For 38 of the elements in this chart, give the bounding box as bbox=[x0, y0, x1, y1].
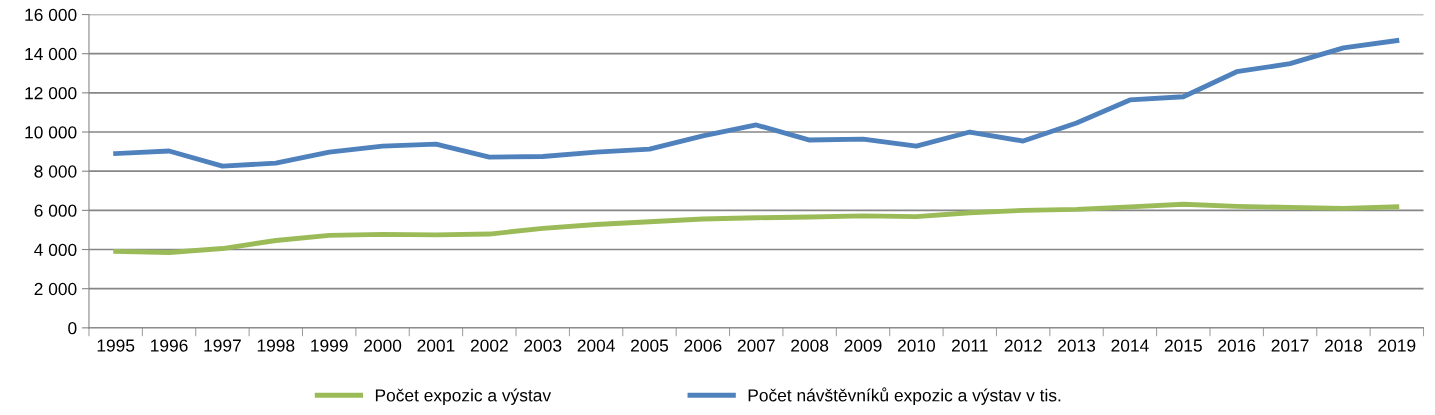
x-tick-label: 2015 bbox=[1164, 339, 1202, 352]
x-tick-label: 2014 bbox=[1111, 339, 1149, 352]
x-tick-label: 2017 bbox=[1271, 339, 1309, 352]
x-tick-label: 1997 bbox=[204, 339, 241, 352]
y-tick-label: 12 000 bbox=[25, 87, 77, 100]
x-tick-label: 2007 bbox=[737, 339, 775, 352]
line-series bbox=[113, 38, 1400, 169]
x-tick-label: 2019 bbox=[1378, 339, 1416, 352]
x-tick-label: 2002 bbox=[470, 339, 508, 352]
x-tick-label: 1999 bbox=[311, 339, 348, 352]
x-tick-label: 2001 bbox=[417, 339, 455, 352]
line-series bbox=[113, 201, 1400, 255]
y-tick-label: 0 bbox=[68, 322, 77, 335]
x-tick-label: 1995 bbox=[97, 339, 135, 352]
x-tick-label: 2004 bbox=[577, 339, 615, 352]
x-tick-label: 2006 bbox=[684, 339, 722, 352]
y-tick-label: 2 000 bbox=[34, 282, 77, 296]
y-tick-label: 14 000 bbox=[25, 47, 77, 61]
x-tick-label: 2011 bbox=[951, 339, 988, 352]
legend-label: Počet návštěvníků expozic a výstav v tis. bbox=[748, 387, 1061, 405]
x-tick-label: 2008 bbox=[791, 339, 829, 352]
x-tick-label: 2012 bbox=[1004, 339, 1042, 352]
x-tick-label: 2003 bbox=[524, 339, 562, 352]
y-tick-label: 4 000 bbox=[34, 243, 77, 256]
x-tick-label: 2018 bbox=[1325, 339, 1362, 352]
x-tick-label: 2013 bbox=[1058, 339, 1096, 352]
x-tick-label: 2010 bbox=[897, 339, 936, 352]
x-tick-label: 2005 bbox=[631, 339, 669, 352]
y-tick-label: 10 000 bbox=[25, 126, 77, 139]
x-tick-label: 2009 bbox=[844, 339, 882, 352]
x-tick-label: 1998 bbox=[257, 339, 295, 352]
x-tick-label: 2016 bbox=[1218, 339, 1256, 352]
y-tick-label: 16 000 bbox=[25, 8, 77, 21]
x-tick-label: 1996 bbox=[151, 339, 188, 352]
legend-label: Počet expozic a výstav bbox=[375, 388, 552, 405]
y-tick-label: 8 000 bbox=[34, 165, 77, 178]
y-tick-label: 6 000 bbox=[34, 204, 77, 217]
x-tick-label: 2000 bbox=[364, 339, 402, 352]
